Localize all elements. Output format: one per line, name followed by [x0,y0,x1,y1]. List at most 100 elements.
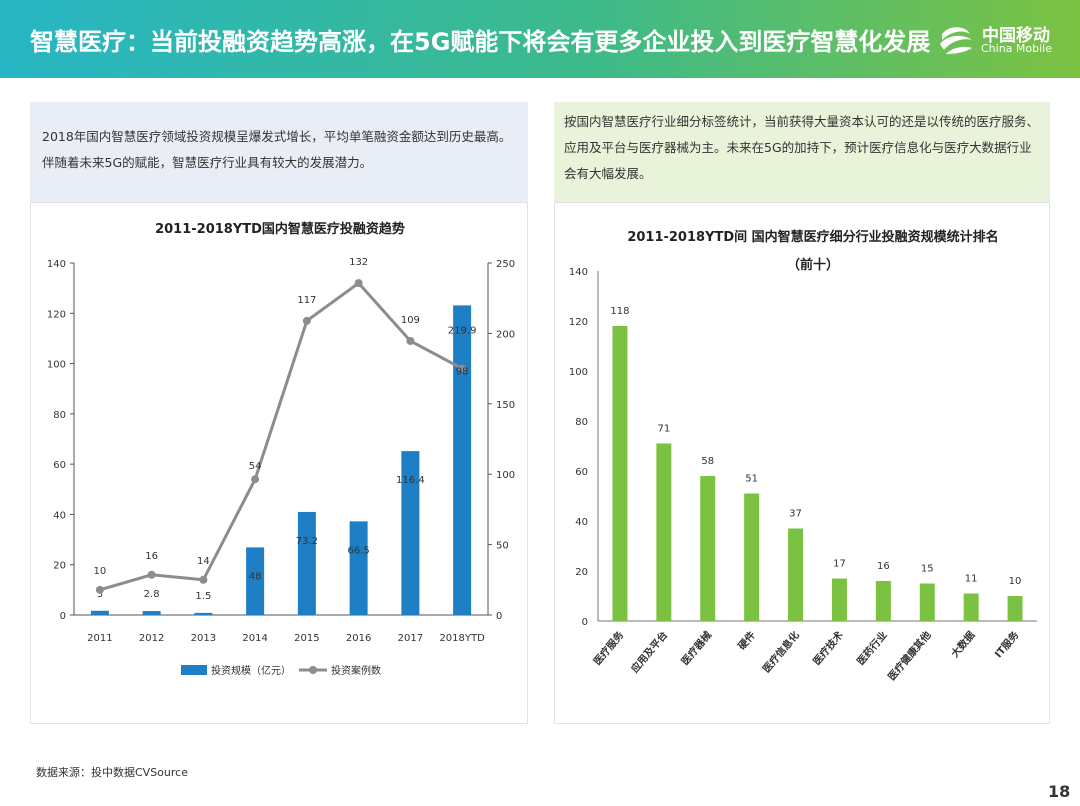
case-count-label: 10 [94,566,107,577]
case-count-point [354,279,363,288]
case-count-line [99,281,463,592]
investment-bar-label: 1.5 [195,591,211,602]
page-number: 18 [1048,782,1071,801]
x-tick-label: 2013 [191,633,216,644]
legend-bar-swatch [181,665,207,675]
y-tick-label: 60 [575,467,588,478]
investment-bar [453,305,472,615]
case-count-label: 16 [145,551,158,562]
left-y-tick-label: 120 [47,309,66,320]
investment-bar-label: 219.9 [448,325,477,336]
left-chart-panel: 2011-2018YTD国内智慧医疗投融资趋势 0 20 40 60 80 100 120 14… [30,202,528,724]
page-title: 智慧医疗：当前投融资趋势高涨，在5G赋能下将会有更多企业投入到医疗智慧化发展 [30,28,931,56]
investment-bar-label: 116.4 [396,475,425,486]
right-y-tick-label: 200 [496,329,515,340]
investment-bar [194,612,213,615]
case-count-point [458,364,467,373]
left-chart-title: 2011-2018YTD国内智慧医疗投融资趋势 [155,221,405,237]
left-y-tick-label: 80 [53,410,66,421]
case-count-point [251,475,260,484]
case-count-label: 54 [249,461,262,472]
segment-bar [612,326,628,621]
china-mobile-logo-icon [940,27,972,54]
investment-bar-label: 3 [97,589,103,600]
category-label: 医药行业 [854,629,890,668]
china-mobile-logo: 中国移动 China Mobile [936,20,1066,60]
category-label: 大数据 [948,629,977,660]
left-y-tick-label: 60 [53,460,66,471]
segment-bar-label: 51 [745,474,758,485]
segment-bar [875,581,891,621]
logo-text-en: China Mobile [981,42,1053,55]
right-description: 按国内智慧医疗行业细分标签统计，当前获得大量资本认可的还是以传统的医疗服务、应用… [554,102,1050,202]
investment-trend-chart: 2011-2018YTD国内智慧医疗投融资趋势02040608010012014… [47,221,515,677]
right-y-tick-label: 150 [496,400,515,411]
segment-ranking-chart: 2011-2018YTD间 国内智慧医疗细分行业投融资规模统计排名 （前十） 0 20… [569,229,1037,683]
y-tick-label: 40 [575,517,588,528]
x-tick-label: 2012 [139,633,164,644]
right-y-tick-label: 250 [496,259,515,270]
category-label: 医疗信息化 [760,629,802,676]
segment-bar-label: 15 [921,564,934,575]
investment-bar-label: 48 [249,571,262,582]
investment-bar [142,611,161,615]
case-count-point [406,336,415,345]
case-count-point [199,575,208,584]
segment-bar [1007,596,1023,621]
y-tick-label: 100 [569,367,588,378]
segment-bar [700,476,716,621]
segment-bar-label: 118 [610,306,629,317]
case-count-label: 14 [197,556,210,567]
x-tick-label: 2015 [294,633,319,644]
category-label: IT服务 [992,628,1022,661]
segment-bar [744,493,760,621]
right-y-tick-label: 0 [496,611,502,622]
investment-bar [297,511,316,615]
header-banner: 智慧医疗：当前投融资趋势高涨，在5G赋能下将会有更多企业投入到医疗智慧化发展 中… [0,0,1080,78]
segment-bar [919,583,935,621]
right-y-tick-label: 50 [496,541,509,552]
segment-bar [963,593,979,621]
left-y-tick-label: 100 [47,360,66,371]
category-label: 医疗器械 [678,629,714,668]
x-tick-label: 2014 [242,633,267,644]
segment-bar [656,443,672,621]
investment-bar-label: 73.2 [296,536,318,547]
case-count-label: 109 [401,315,420,326]
investment-bar-label: 2.8 [144,589,160,600]
y-tick-label: 80 [575,417,588,428]
x-tick-label: 2011 [87,633,112,644]
segment-bar-label: 16 [877,561,890,572]
segment-bar-label: 17 [833,559,846,570]
right-y-tick-label: 100 [496,470,515,481]
category-label: 硬件 [735,629,758,653]
category-label: 医疗健康其他 [885,629,934,683]
data-source: 数据来源：投中数据CVSource [36,766,188,779]
investment-bar [349,521,368,615]
segment-bar [788,528,804,621]
legend-line-marker [309,666,317,674]
left-description: 2018年国内智慧医疗领域投资规模呈爆发式增长，平均单笔融资金额达到历史最高。伴… [30,102,528,202]
investment-bar-label: 66.5 [347,545,369,556]
legend-bar-label: 投资规模（亿元） [211,664,291,677]
case-count-label: 132 [349,257,368,268]
logo-text-cn: 中国移动 [982,26,1050,46]
legend-line-label: 投资案例数 [331,664,381,677]
segment-bar-label: 71 [657,424,670,435]
case-count-label: 98 [456,367,469,378]
investment-bar [246,547,265,615]
x-tick-label: 2017 [398,633,423,644]
left-y-tick-label: 0 [60,611,66,622]
case-count-point [302,316,311,325]
y-tick-label: 140 [569,267,588,278]
y-tick-label: 120 [569,317,588,328]
investment-bar [401,451,420,615]
segment-bar [831,578,847,621]
left-y-tick-label: 40 [53,510,66,521]
case-count-point [95,585,104,594]
category-label: 医疗技术 [810,629,846,668]
left-y-tick-label: 20 [53,561,66,572]
left-y-tick-label: 140 [47,259,66,270]
x-tick-label: 2016 [346,633,371,644]
case-count-point [147,570,156,579]
